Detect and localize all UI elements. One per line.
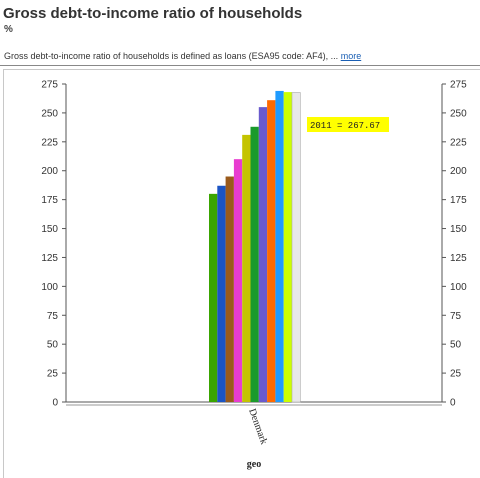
left-tick-group: 0 25 50 75 100 125 150 175 200 225 250 275 (41, 80, 66, 409)
bar-denmark-series-7[interactable] (258, 107, 268, 403)
header-divider (0, 65, 480, 66)
y-tick-label-right: 125 (450, 253, 467, 264)
dataset-description: Gross debt-to-income ratio of households… (4, 51, 361, 61)
bar-denmark-series-6[interactable] (250, 126, 259, 402)
bar-denmark-2011[interactable] (291, 92, 301, 403)
y-tick-label-right: 175 (450, 195, 467, 206)
bar-denmark-series-10[interactable] (283, 92, 292, 402)
chart-panel: 0 25 50 75 100 125 150 175 200 225 250 275 0 25 50 75 1… (3, 69, 480, 478)
bar-denmark-series-8[interactable] (267, 100, 276, 402)
y-tick-label-right: 225 (450, 137, 467, 148)
y-tick-label-right: 200 (450, 166, 467, 177)
bar-denmark-series-9[interactable] (275, 90, 284, 403)
y-tick-label: 0 (52, 398, 58, 409)
description-text: Gross debt-to-income ratio of households… (4, 51, 339, 61)
category-label-group: Denmark (246, 407, 269, 446)
y-tick-label: 275 (41, 80, 58, 91)
more-link[interactable]: more (340, 51, 362, 61)
right-tick-group: 0 25 50 75 100 125 150 175 200 225 250 275 (442, 80, 467, 409)
y-tick-label: 125 (41, 253, 58, 264)
y-tick-label-right: 75 (450, 311, 462, 322)
unit-label: % (4, 24, 13, 35)
y-tick-label: 225 (41, 137, 58, 148)
page-title: Gross debt-to-income ratio of households (3, 5, 303, 22)
y-tick-label: 25 (47, 369, 59, 380)
y-tick-label: 200 (41, 166, 58, 177)
y-tick-label: 175 (41, 195, 58, 206)
y-tick-label: 50 (47, 340, 59, 351)
tooltip-text: 2011 = 267.67 (310, 121, 380, 131)
y-tick-label: 75 (47, 311, 59, 322)
y-tick-label-right: 275 (450, 80, 467, 91)
bar-denmark-series-1[interactable] (209, 193, 218, 402)
y-tick-label-right: 0 (450, 398, 456, 409)
y-tick-label: 100 (41, 282, 58, 293)
y-tick-label-right: 100 (450, 282, 467, 293)
y-tick-label-right: 150 (450, 224, 467, 235)
y-tick-label: 250 (41, 108, 58, 119)
bar-denmark-series-4[interactable] (233, 159, 243, 402)
data-tooltip: 2011 = 267.67 (307, 117, 389, 132)
bar-denmark-series-2[interactable] (217, 185, 226, 402)
y-tick-label-right: 50 (450, 340, 462, 351)
tooltip-box (307, 117, 389, 132)
y-tick-label-right: 25 (450, 369, 462, 380)
bar-denmark-series-5[interactable] (242, 134, 251, 402)
y-tick-label: 150 (41, 224, 58, 235)
y-tick-label-right: 250 (450, 108, 467, 119)
category-label-denmark: Denmark (246, 407, 269, 446)
bar-group (209, 90, 301, 403)
bar-denmark-series-3[interactable] (225, 176, 234, 402)
x-axis-title: geo (247, 459, 261, 470)
bar-chart: 0 25 50 75 100 125 150 175 200 225 250 275 0 25 50 75 1… (41, 80, 467, 471)
